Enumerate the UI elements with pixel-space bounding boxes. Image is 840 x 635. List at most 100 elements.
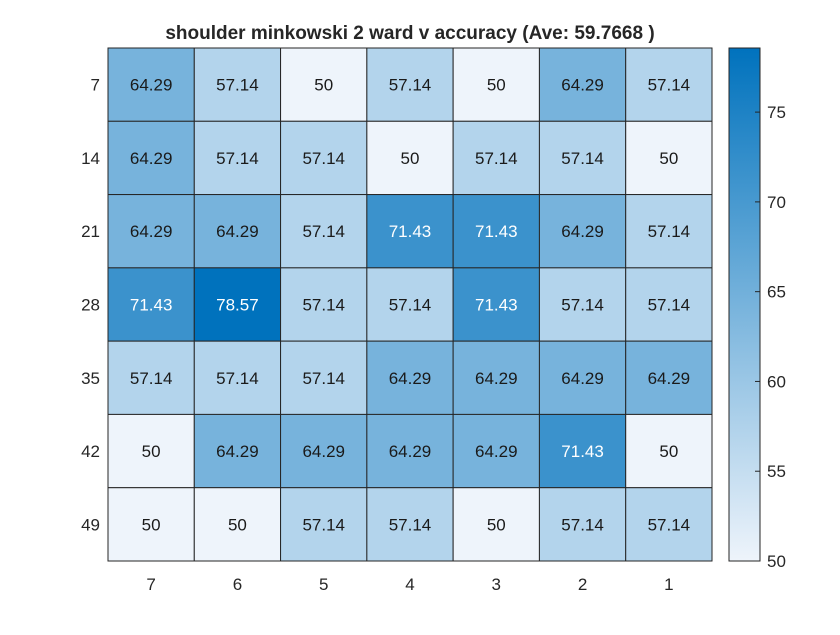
heatmap-cells: 64.29 57.14 50 57.14 50 64.29 57.14 64.29 57.14 5… — [107, 47, 713, 562]
colorbar-tick-label: 75 — [767, 103, 786, 122]
cell-value-label: 64.29 — [561, 76, 604, 95]
heatmap-cell — [107, 487, 195, 562]
x-tick-label: 3 — [492, 575, 501, 594]
cell-value-label: 57.14 — [302, 222, 345, 241]
y-tick-label: 42 — [81, 442, 100, 461]
cell-value-label: 50 — [659, 149, 678, 168]
heatmap-cell — [366, 413, 454, 489]
heatmap-cell — [625, 413, 713, 489]
cell-value-label: 64.29 — [561, 222, 604, 241]
heatmap-cell — [625, 194, 713, 269]
heatmap-cell — [538, 47, 627, 122]
heatmap-cell — [280, 120, 368, 196]
heatmap-cell — [452, 47, 540, 122]
cell-value-label: 50 — [228, 515, 247, 534]
heatmap-cell — [193, 47, 282, 122]
cell-value-label: 57.14 — [302, 296, 345, 315]
colorbar-tick-label: 60 — [767, 372, 786, 391]
cell-value-label: 57.14 — [561, 515, 604, 534]
heatmap-cell — [625, 340, 713, 415]
cell-value-label: 50 — [487, 76, 506, 95]
cell-value-label: 71.43 — [475, 222, 518, 241]
cell-value-label: 57.14 — [130, 369, 173, 388]
cell-value-label: 50 — [401, 149, 420, 168]
heatmap-cell — [538, 267, 627, 342]
cell-value-label: 64.29 — [389, 369, 432, 388]
heatmap-cell — [280, 340, 368, 415]
x-tick-label: 7 — [146, 575, 155, 594]
cell-value-label: 57.14 — [648, 76, 691, 95]
heatmap-cell — [366, 194, 454, 269]
heatmap-cell — [538, 487, 627, 562]
cell-value-label: 57.14 — [302, 515, 345, 534]
cell-value-label: 57.14 — [648, 222, 691, 241]
cell-value-label: 50 — [142, 515, 161, 534]
x-tick-label: 1 — [664, 575, 673, 594]
heatmap-cell — [280, 194, 368, 269]
colorbar-gradient — [728, 47, 761, 562]
colorbar-tick-label: 55 — [767, 462, 786, 481]
cell-value-label: 57.14 — [302, 369, 345, 388]
chart-title: shoulder minkowski 2 ward v accuracy (Av… — [165, 23, 654, 44]
heatmap-cell — [107, 413, 195, 489]
y-tick-label: 14 — [81, 149, 100, 168]
heatmap-cell — [625, 487, 713, 562]
heatmap-cell — [625, 267, 713, 342]
cell-value-label: 64.29 — [130, 222, 173, 241]
heatmap-cell — [107, 120, 195, 196]
cell-value-label: 64.29 — [389, 442, 432, 461]
cell-value-label: 57.14 — [216, 369, 259, 388]
cell-value-label: 71.43 — [475, 296, 518, 315]
y-tick-label: 7 — [91, 76, 100, 95]
cell-value-label: 64.29 — [216, 222, 259, 241]
colorbar-tick-label: 65 — [767, 283, 786, 302]
heatmap-cell — [452, 194, 540, 269]
x-tick-label: 4 — [405, 575, 414, 594]
x-tick-label: 6 — [233, 575, 242, 594]
cell-value-label: 57.14 — [389, 515, 432, 534]
y-tick-label: 35 — [81, 369, 100, 388]
heatmap-cell — [193, 413, 282, 489]
cell-value-label: 57.14 — [648, 515, 691, 534]
x-tick-label: 5 — [319, 575, 328, 594]
cell-value-label: 64.29 — [561, 369, 604, 388]
cell-value-label: 57.14 — [561, 149, 604, 168]
cell-value-label: 64.29 — [302, 442, 345, 461]
x-axis-tick-labels: 7 6 5 4 3 2 1 — [146, 575, 673, 594]
colorbar-tick-label: 70 — [767, 193, 786, 212]
heatmap-cell — [107, 340, 195, 415]
cell-value-label: 64.29 — [130, 149, 173, 168]
heatmap-cell — [538, 120, 627, 196]
cell-value-label: 64.29 — [648, 369, 691, 388]
heatmap-cell — [452, 413, 540, 489]
heatmap-cell — [107, 47, 195, 122]
y-tick-label: 28 — [81, 296, 100, 315]
heatmap-cell — [366, 487, 454, 562]
heatmap-cell — [280, 413, 368, 489]
cell-value-label: 57.14 — [475, 149, 518, 168]
heatmap-cell — [107, 267, 195, 342]
heatmap-cell — [625, 120, 713, 196]
cell-value-label: 57.14 — [648, 296, 691, 315]
cell-value-label: 50 — [314, 76, 333, 95]
cell-value-label: 64.29 — [475, 442, 518, 461]
cell-value-label: 64.29 — [216, 442, 259, 461]
cell-value-label: 57.14 — [216, 149, 259, 168]
heatmap-cell — [538, 194, 627, 269]
cell-value-label: 71.43 — [389, 222, 432, 241]
cell-value-label: 78.57 — [216, 296, 259, 315]
cell-value-label: 64.29 — [130, 76, 173, 95]
heatmap-cell — [366, 47, 454, 122]
cell-value-label: 64.29 — [475, 369, 518, 388]
y-tick-label: 49 — [81, 515, 100, 534]
heatmap-cell — [193, 194, 282, 269]
x-tick-label: 2 — [578, 575, 587, 594]
y-axis-tick-labels: 7 14 21 28 35 42 49 — [81, 76, 100, 535]
heatmap-cell — [280, 47, 368, 122]
cell-value-label: 57.14 — [389, 76, 432, 95]
cell-value-label: 57.14 — [389, 296, 432, 315]
y-tick-label: 21 — [81, 222, 100, 241]
cell-value-label: 50 — [142, 442, 161, 461]
